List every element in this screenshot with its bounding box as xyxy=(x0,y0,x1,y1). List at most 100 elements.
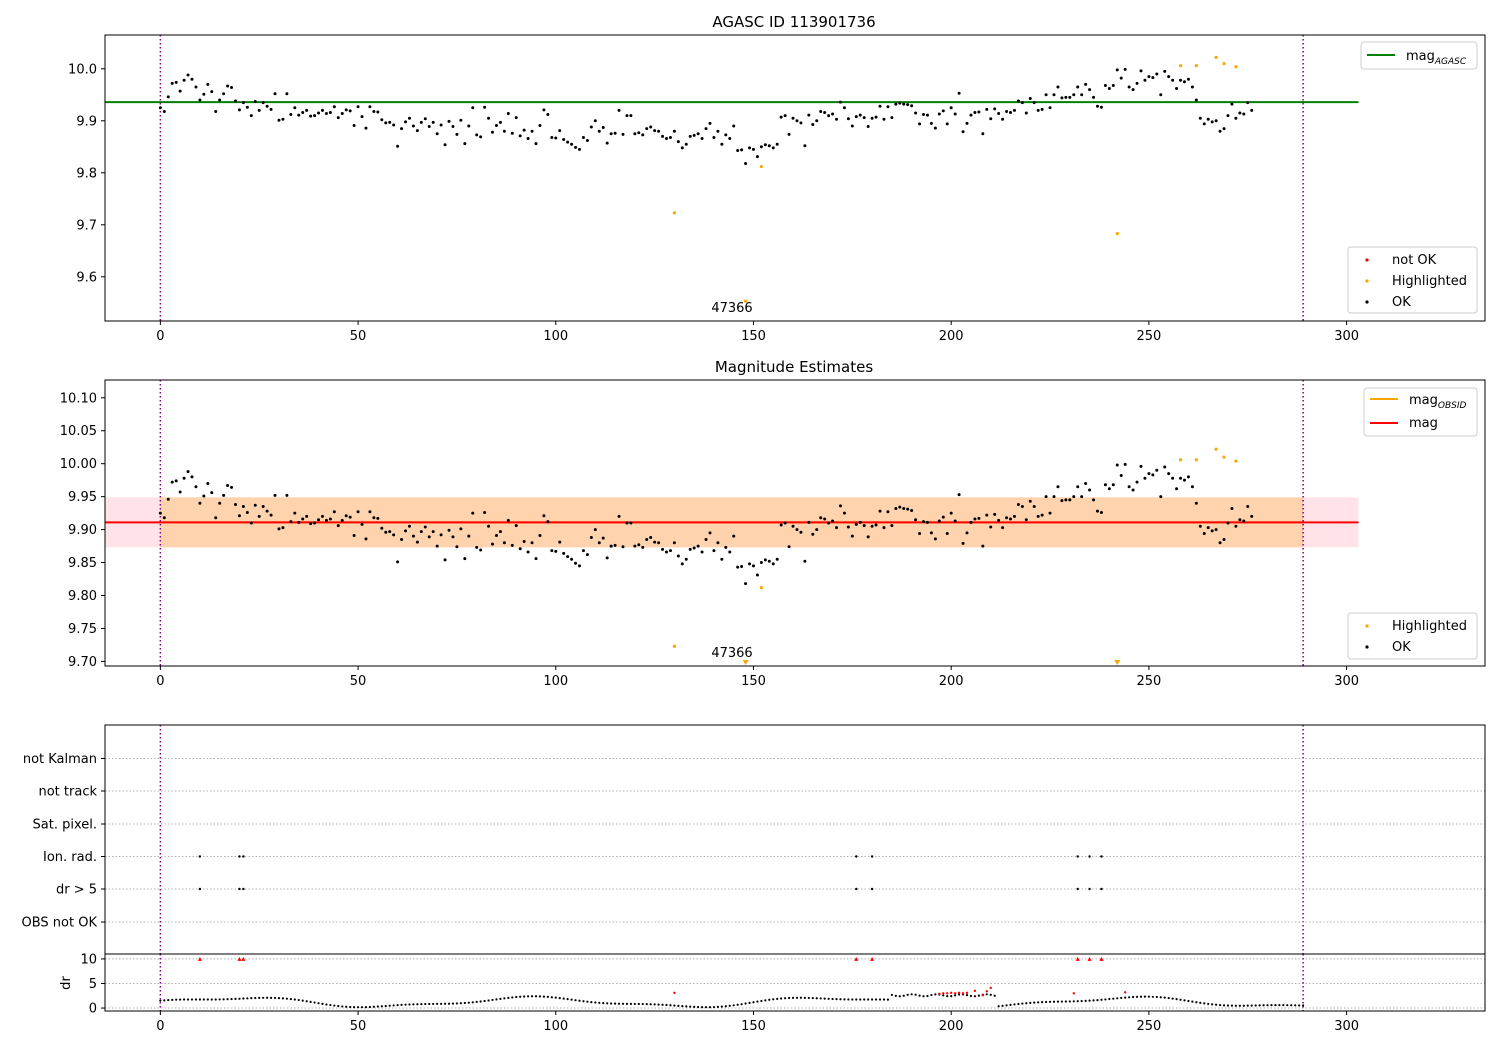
x-tick-label: 300 xyxy=(1334,674,1359,689)
dr-point xyxy=(807,996,810,1000)
ok-point xyxy=(1238,111,1242,115)
highlighted-point xyxy=(1234,65,1238,69)
ok-point xyxy=(641,133,645,137)
ok-point xyxy=(708,531,712,535)
ok-point xyxy=(415,129,419,133)
dr-point xyxy=(744,1002,747,1005)
dr-point xyxy=(926,994,929,998)
dr-point xyxy=(1056,1000,1060,1003)
ok-point xyxy=(597,541,601,545)
panel-4-ylabel: dr xyxy=(59,976,74,990)
ok-point xyxy=(585,139,589,143)
ok-point xyxy=(906,103,910,107)
dr-panel: 0 50 100 150 200 250 300 0 5 10 dr xyxy=(59,952,1486,1034)
dr-point xyxy=(408,1003,411,1006)
dr-point xyxy=(289,997,292,1001)
dr-point xyxy=(867,998,870,1001)
dr-point xyxy=(1195,1001,1198,1004)
ok-point xyxy=(645,127,649,131)
dr-point xyxy=(1246,1004,1249,1007)
ok-point xyxy=(320,514,324,518)
dr-point xyxy=(238,997,241,1000)
dr-point xyxy=(447,1002,451,1005)
ok-point xyxy=(945,122,949,126)
dr-point xyxy=(681,1005,684,1008)
ok-point xyxy=(613,543,617,547)
ok-point xyxy=(562,138,566,142)
ok-point xyxy=(973,110,977,114)
dr-point xyxy=(756,1000,759,1003)
ok-point xyxy=(1076,85,1080,89)
ok-point xyxy=(1080,93,1084,97)
ok-point xyxy=(1088,488,1092,492)
dr-point xyxy=(586,1000,589,1003)
ok-point xyxy=(589,125,593,129)
ok-point xyxy=(233,503,237,507)
ok-point xyxy=(688,547,692,551)
y-tick-label: 9.90 xyxy=(68,523,97,538)
dr-point xyxy=(550,996,553,999)
dr-point xyxy=(246,997,249,1000)
dr-point xyxy=(803,996,806,999)
ok-point xyxy=(364,537,368,541)
dr-point xyxy=(760,999,763,1003)
ok-point xyxy=(1234,524,1238,528)
dr-point xyxy=(791,996,795,999)
dr-point xyxy=(863,998,866,1001)
dr-point xyxy=(190,998,194,1001)
ok-point xyxy=(301,110,305,114)
dr-point xyxy=(285,997,288,1000)
ok-point xyxy=(538,123,542,127)
ok-point xyxy=(550,549,554,553)
ok-point xyxy=(1147,472,1151,476)
ok-point xyxy=(791,524,795,528)
ok-point xyxy=(585,553,589,557)
dr-point xyxy=(258,996,261,999)
ok-point xyxy=(728,136,732,140)
dr-point xyxy=(886,998,890,1001)
ok-point xyxy=(332,105,336,109)
dr-point xyxy=(653,1003,656,1006)
dr-point xyxy=(293,998,296,1001)
ok-point xyxy=(870,116,874,120)
dr-point xyxy=(416,1003,419,1006)
ok-point xyxy=(467,534,471,538)
ok-point xyxy=(1147,75,1151,79)
ok-point xyxy=(1115,463,1119,467)
dr-point xyxy=(499,997,502,1000)
ok-point xyxy=(1099,510,1103,514)
dr-point xyxy=(356,1006,360,1009)
panel-2-y-ticks: 9.70 9.75 9.80 9.85 9.90 9.95 10.00 10.05 10.10 xyxy=(60,391,105,670)
dr-point xyxy=(1041,1001,1044,1004)
ok-point xyxy=(455,545,459,549)
ok-point xyxy=(799,121,803,125)
ok-point xyxy=(340,518,344,522)
x-tick-label: 200 xyxy=(939,1019,964,1034)
ok-point xyxy=(166,95,170,99)
dr-point xyxy=(1222,1004,1226,1007)
dr-point xyxy=(712,1005,716,1009)
ok-point xyxy=(226,84,230,88)
ok-point xyxy=(878,509,882,513)
dr-flagged-point xyxy=(949,991,953,995)
ok-point xyxy=(1186,77,1190,81)
ok-point xyxy=(759,145,763,149)
dr-point xyxy=(175,998,178,1001)
ok-point xyxy=(269,513,273,517)
dr-point xyxy=(578,999,581,1002)
ok-point xyxy=(692,133,696,137)
ok-point xyxy=(1202,122,1206,126)
ok-point xyxy=(680,146,684,150)
ok-point xyxy=(554,549,558,553)
ok-point xyxy=(1218,541,1222,545)
ok-point xyxy=(530,541,534,545)
ok-point xyxy=(1155,72,1159,76)
dr-point xyxy=(677,1004,680,1007)
dr-flagged-point xyxy=(854,956,859,961)
dr-point xyxy=(420,1002,423,1006)
dr-point xyxy=(1009,1003,1012,1006)
dr-point xyxy=(950,995,953,998)
ok-point xyxy=(471,511,475,515)
dr-point xyxy=(503,997,506,1000)
legend-highlighted-label: Highlighted xyxy=(1392,274,1467,289)
